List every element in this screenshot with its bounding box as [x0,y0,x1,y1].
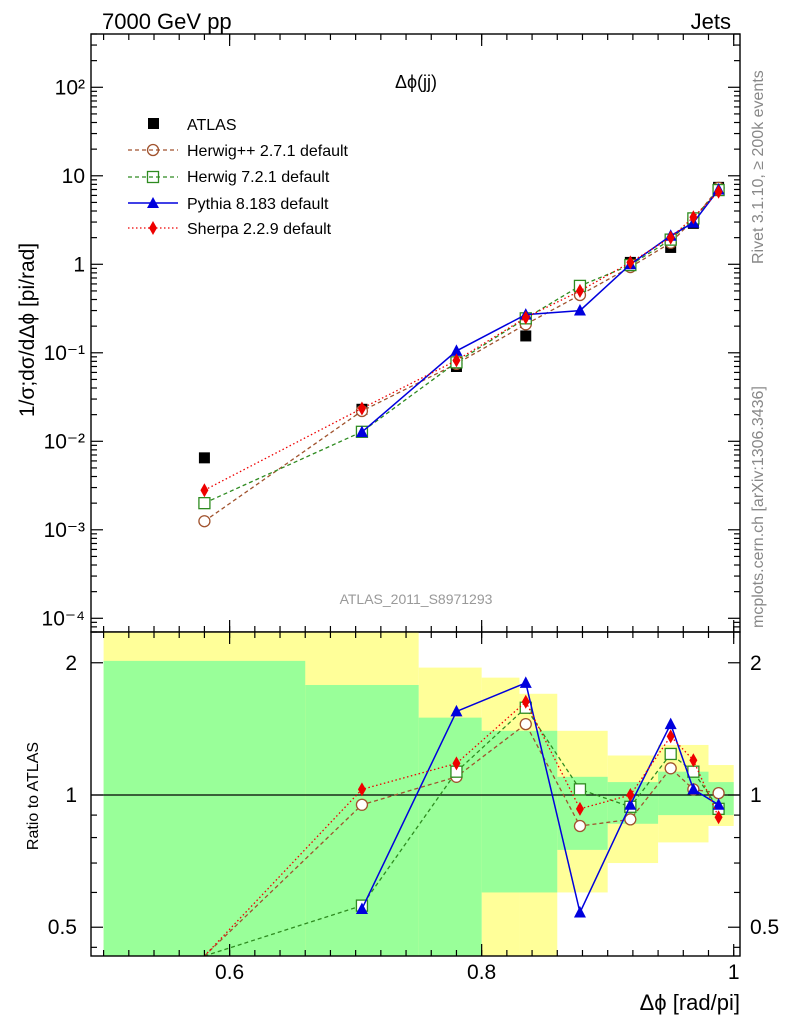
legend-entry-pythia: Pythia 8.183 default [128,196,329,213]
ratio-series-pythia-point [355,902,368,915]
ratio-series-sherpa-point [626,787,635,802]
ratio-series-pythia-point [624,798,637,810]
legend-label-herwigpp: Herwig++ 2.7.1 default [187,143,349,160]
ratio-series-pythia-point [573,906,586,918]
x-axis-label: Δϕ [rad/pi] [640,990,740,1015]
ratio-inner-band [418,717,482,956]
ratio-axes-frame [90,631,741,957]
legend-entry-herwig7: Herwig 7.2.1 default [128,169,330,186]
ratio-series-group [203,676,725,957]
ratio-series-pythia-point [687,782,700,795]
main-series-sherpa-point [666,230,675,245]
ratio-series-pythia-point [519,676,532,688]
main-series-herwigpp-line [204,187,720,522]
main-series-sherpa-point [452,353,461,368]
legend-marker-herwigpp [146,143,160,157]
legend-label-atlas: ATLAS [187,117,237,134]
legend-label-sherpa: Sherpa 2.2.9 default [187,221,332,238]
main-series-data-point [520,330,532,342]
legend-label-herwig7: Herwig 7.2.1 default [187,169,330,186]
ratio-series-sherpa-point [357,782,366,797]
main-series-sherpa-point [689,210,698,225]
main-y-tick-label: 1 [73,253,85,276]
ratio-series-sherpa-point [575,801,584,816]
legend-entry-herwigpp: Herwig++ 2.7.1 default [128,143,349,160]
ratio-series-herwig7-point [573,783,587,796]
ratio-series-herwigpp-point [355,798,369,811]
ratio-y-axis-label: Ratio to ATLAS [25,742,42,850]
ratio-series-herwigpp-point [519,717,532,731]
ratio-y-tick-label-left: 0.5 [48,916,77,939]
main-series-sherpa-point [575,283,584,298]
ratio-y-tick-label-right: 0.5 [750,916,779,939]
main-series-pythia-point [573,304,586,316]
main-series-sherpa-point [357,401,366,416]
rivet-version-label: Rivet 3.1.10, ≥ 200k events [750,70,767,264]
ratio-series-sherpa-point [714,810,723,825]
ratio-series-pythia-line [361,681,719,915]
ratio-y-tick-label-left: 2 [65,652,77,675]
ratio-series-sherpa-point [666,729,675,744]
main-series-sherpa-point [626,255,635,270]
main-series-sherpa-point [200,483,209,498]
mcplots-source-label: mcplots.cern.ch [arXiv:1306.3436] [750,386,767,628]
main-plot-title: Δϕ(jj) [395,72,437,92]
ratio-series-herwigpp-point [712,786,725,800]
main-y-tick-label: 10 [62,165,85,188]
x-tick-label: 0.6 [215,961,244,984]
ratio-inner-band [305,684,419,956]
main-series-herwigpp-point [198,515,211,528]
ratio-series-pythia-point [664,717,677,730]
main-series-sherpa-point [714,184,723,199]
ratio-series-sherpa-point [689,753,698,768]
ratio-series-herwig7-point [664,747,677,761]
ratio-series-herwigpp-point [624,813,637,826]
legend-entry-atlas: ATLAS [148,117,237,134]
legend: ATLAS Herwig++ 2.7.1 default Herwig 7.2.… [128,117,349,238]
ratio-series-herwigpp-point [664,762,677,775]
ratio-axis-ticks: 0.5 0.5 1 1 2 2 0.6 0.8 1 [48,632,779,984]
legend-marker-pythia [147,197,159,208]
main-y-tick-label: 10⁻⁴ [42,607,85,630]
main-y-tick-label: 10² [55,76,85,99]
x-tick-label: 0.8 [467,961,496,984]
main-series-herwig7-point [198,496,211,510]
ratio-series-pythia-point [712,798,725,810]
ratio-series-pythia-point [450,704,463,717]
ratio-panel: 0.5 0.5 1 1 2 2 0.6 0.8 1 Ratio to ATLAS Δϕ [rad… [25,631,779,1015]
main-y-tick-label: 10⁻³ [44,519,85,542]
ratio-y-tick-label-left: 1 [65,784,77,807]
ratio-series-sherpa-point [452,756,461,771]
main-series-pythia-point [355,425,368,438]
main-series-group [198,181,725,528]
ratio-series-sherpa-point [521,694,530,709]
main-series-pythia-point [450,344,463,356]
main-series-sherpa-point [521,310,530,325]
analysis-id-label: ATLAS_2011_S8971293 [340,591,493,607]
main-series-data-point [198,452,210,464]
legend-marker-atlas [148,118,159,129]
ratio-inner-band [481,730,558,893]
ratio-y-tick-label-right: 1 [750,784,762,807]
legend-marker-sherpa [149,221,157,235]
legend-entry-sherpa: Sherpa 2.2.9 default [128,221,332,238]
ratio-series-herwigpp-point [573,819,587,833]
ratio-uncertainty-bands [91,632,740,956]
main-axis-ticks: 10⁻⁴ 10⁻³ 10⁻² 10⁻¹ 1 10 10² [42,33,740,633]
main-y-tick-label: 10⁻¹ [44,342,85,365]
header-collision-label: 7000 GeV pp [102,9,232,34]
ratio-y-tick-label-right: 2 [750,652,762,675]
main-y-tick-label: 10⁻² [44,430,85,453]
legend-label-pythia: Pythia 8.183 default [187,196,329,213]
header-process-label: Jets [691,9,731,34]
main-panel: 10⁻⁴ 10⁻³ 10⁻² 10⁻¹ 1 10 10² Δϕ(jj) ATLAS_2011… [16,33,741,633]
legend-marker-herwig7 [146,170,160,184]
x-tick-label: 1 [728,961,740,984]
main-y-axis-label: 1/σ;dσ/dΔϕ [pi/rad] [16,243,39,417]
ratio-inner-band [103,660,306,956]
